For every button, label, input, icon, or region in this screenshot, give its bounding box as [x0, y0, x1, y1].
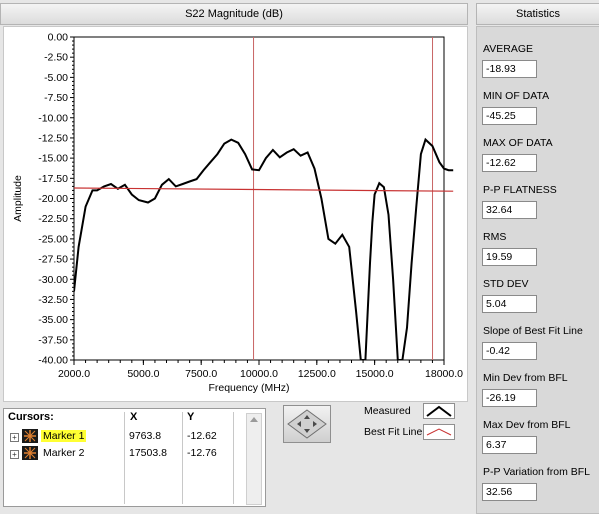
y-tick-label-0: 0.00	[48, 32, 69, 44]
nav-arrows-icon	[287, 409, 327, 439]
y-tick-label-16: -40.00	[38, 355, 68, 367]
stat-label-6: Slope of Best Fit Line	[483, 325, 583, 337]
y-tick-label-2: -5.00	[44, 72, 68, 84]
best-fit-series-line	[74, 187, 454, 192]
stat-value-1[interactable]: -45.25	[482, 107, 537, 125]
scroll-up-icon[interactable]	[247, 414, 261, 426]
stat-value-7[interactable]: -26.19	[482, 389, 537, 407]
x-tick-label-1: 5000.0	[127, 368, 159, 380]
x-tick-label-0: 2000.0	[58, 368, 90, 380]
legend-best-fit-swatch[interactable]	[423, 424, 455, 440]
graph-area[interactable]: 0.00 -2.50 -5.00 -7.50 -10.00 -12.50 -15.00 -17…	[3, 26, 468, 402]
cursor-table[interactable]: Cursors: X Y + Marker 1 9763.8 -12.62 + …	[3, 408, 266, 507]
statistics-panel: AVERAGE -18.93 MIN OF DATA -45.25 MAX OF DAT…	[476, 26, 599, 514]
legend-best-fit-label: Best Fit Line	[364, 426, 423, 438]
stat-label-1: MIN OF DATA	[483, 90, 550, 102]
stat-label-8: Max Dev from BFL	[483, 419, 571, 431]
y-tick-label-9: -22.50	[38, 213, 68, 225]
stat-label-5: STD DEV	[483, 278, 529, 290]
statistics-title: Statistics	[476, 3, 599, 25]
stat-label-7: Min Dev from BFL	[483, 372, 568, 384]
cursor-col-x: X	[130, 411, 138, 423]
stat-value-2[interactable]: -12.62	[482, 154, 537, 172]
legend-measured-swatch[interactable]	[423, 403, 455, 419]
plot-legend: Measured Best Fit Line	[359, 403, 460, 443]
measured-series-line	[74, 137, 454, 360]
y-axis-label: Amplitude	[12, 175, 24, 222]
stat-label-2: MAX OF DATA	[483, 137, 553, 149]
x-tick-label-4: 12500.0	[298, 368, 336, 380]
y-tick-label-4: -10.00	[38, 112, 68, 124]
y-tick-label-1: -2.50	[44, 52, 68, 64]
y-tick-label-15: -37.50	[38, 334, 68, 346]
marker-2-name[interactable]: Marker 2	[43, 447, 85, 459]
stat-value-9[interactable]: 32.56	[482, 483, 537, 501]
y-tick-label-5: -12.50	[38, 132, 68, 144]
stat-value-8[interactable]: 6.37	[482, 436, 537, 454]
s22-magnitude-chart[interactable]: 0.00 -2.50 -5.00 -7.50 -10.00 -12.50 -15.00 -17…	[4, 27, 467, 401]
cursors-header: Cursors:	[8, 411, 54, 423]
y-tick-label-10: -25.00	[38, 233, 68, 245]
plot-frame	[73, 36, 445, 361]
legend-measured-label: Measured	[364, 405, 411, 417]
y-tick-label-6: -15.00	[38, 153, 68, 165]
stat-value-3[interactable]: 32.64	[482, 201, 537, 219]
marker-1-x[interactable]: 9763.8	[129, 430, 162, 442]
cursor-table-scrollbar[interactable]	[246, 413, 262, 505]
y-tick-label-12: -30.00	[38, 274, 68, 286]
y-tick-label-3: -7.50	[44, 92, 68, 104]
cursor-nav-pad[interactable]	[283, 405, 331, 443]
y-tick-label-7: -17.50	[38, 173, 68, 185]
x-tick-label-2: 7500.0	[185, 368, 217, 380]
marker-1-icon[interactable]	[22, 429, 38, 443]
stat-value-6[interactable]: -0.42	[482, 342, 537, 360]
marker-1-expand-icon[interactable]: +	[10, 433, 19, 442]
x-tick-label-6: 18000.0	[425, 368, 463, 380]
chart-title: S22 Magnitude (dB)	[0, 3, 468, 25]
marker-2-y[interactable]: -12.76	[187, 447, 217, 459]
stat-label-0: AVERAGE	[483, 43, 533, 55]
stat-value-5[interactable]: 5.04	[482, 295, 537, 313]
stat-value-4[interactable]: 19.59	[482, 248, 537, 266]
x-tick-label-3: 10000.0	[240, 368, 278, 380]
stat-label-9: P-P Variation from BFL	[483, 466, 590, 478]
stat-value-0[interactable]: -18.93	[482, 60, 537, 78]
marker-2-icon[interactable]	[22, 446, 38, 460]
marker-2-x[interactable]: 17503.8	[129, 447, 167, 459]
stat-label-3: P-P FLATNESS	[483, 184, 557, 196]
marker-1-y[interactable]: -12.62	[187, 430, 217, 442]
cursor-col-y: Y	[187, 411, 195, 423]
x-tick-label-5: 15000.0	[356, 368, 394, 380]
marker-1-name[interactable]: Marker 1	[41, 430, 87, 442]
y-tick-label-13: -32.50	[38, 294, 68, 306]
y-tick-label-14: -35.00	[38, 314, 68, 326]
y-tick-label-8: -20.00	[38, 193, 68, 205]
x-axis-label: Frequency (MHz)	[208, 382, 289, 394]
y-tick-label-11: -27.50	[38, 254, 68, 266]
stat-label-4: RMS	[483, 231, 507, 243]
marker-2-expand-icon[interactable]: +	[10, 450, 19, 459]
